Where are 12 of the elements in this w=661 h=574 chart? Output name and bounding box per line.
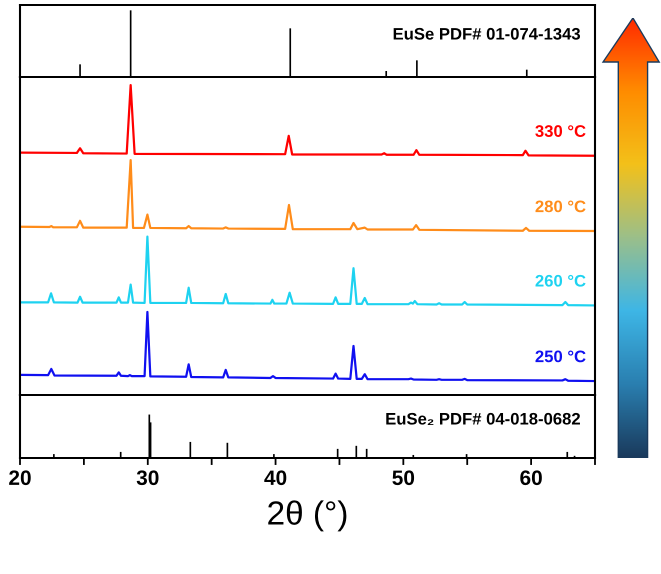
x-tick-label: 40 <box>264 470 286 486</box>
series-label: 260 °C <box>536 274 586 287</box>
series-label: 330 °C <box>535 125 586 137</box>
series-label: 250 °C <box>536 350 586 362</box>
x-tick-label: 60 <box>520 470 542 486</box>
series-label: EuSe PDF# 01-074-1343 <box>394 28 580 40</box>
x-axis-title: 2θ (°) <box>268 500 346 532</box>
x-tick-label: 30 <box>136 470 159 486</box>
x-tick-label: 50 <box>392 470 414 486</box>
series-label: 280 °C <box>536 200 586 212</box>
x-tick-label: 20 <box>9 470 31 486</box>
series-label: EuSe₂ PDF# 04-018-0682 <box>386 412 580 426</box>
